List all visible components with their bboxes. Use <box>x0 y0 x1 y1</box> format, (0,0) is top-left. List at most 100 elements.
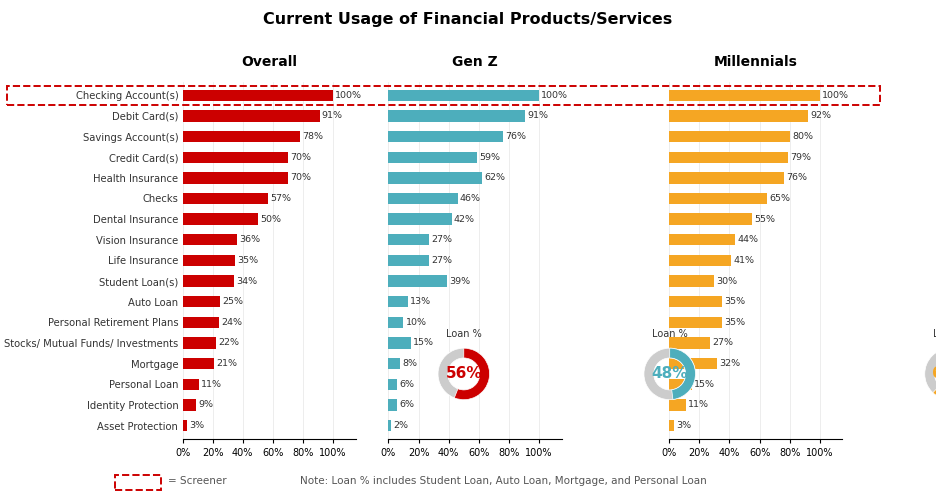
Text: 76%: 76% <box>505 132 526 141</box>
Text: 15%: 15% <box>414 338 434 348</box>
Text: 56%: 56% <box>446 367 482 381</box>
Bar <box>388 399 398 411</box>
Text: 100%: 100% <box>822 91 849 100</box>
Bar <box>388 110 525 122</box>
Bar <box>388 90 539 101</box>
Bar <box>183 275 234 287</box>
Text: 6%: 6% <box>400 380 415 389</box>
Bar <box>183 131 300 142</box>
Bar <box>388 420 391 431</box>
Text: 34%: 34% <box>236 277 257 286</box>
Text: 3%: 3% <box>676 421 691 430</box>
Bar <box>669 193 768 204</box>
Bar <box>183 110 319 122</box>
Text: 79%: 79% <box>790 153 812 162</box>
Text: 39%: 39% <box>449 277 471 286</box>
Bar <box>388 172 482 184</box>
Text: 46%: 46% <box>460 194 481 203</box>
Bar <box>183 399 196 411</box>
Text: 41%: 41% <box>733 256 754 265</box>
Text: 44%: 44% <box>738 235 759 244</box>
Bar <box>183 358 214 370</box>
Bar <box>388 234 429 246</box>
Bar <box>183 90 333 101</box>
Text: Loan %: Loan % <box>446 329 482 339</box>
Text: 42%: 42% <box>454 215 475 224</box>
Text: Current Usage of Financial Products/Services: Current Usage of Financial Products/Serv… <box>263 12 673 27</box>
Bar <box>388 296 408 308</box>
Text: Loan %: Loan % <box>932 329 936 339</box>
Bar <box>183 234 237 246</box>
Text: 22%: 22% <box>218 338 239 348</box>
Text: Gen Z: Gen Z <box>452 55 498 69</box>
Text: 35%: 35% <box>724 297 745 306</box>
Bar <box>183 378 199 390</box>
Text: 36%: 36% <box>239 235 260 244</box>
Text: 48%: 48% <box>651 367 688 381</box>
Text: 8%: 8% <box>402 359 417 368</box>
Bar <box>669 131 790 142</box>
Bar <box>388 337 411 349</box>
Bar <box>183 296 220 308</box>
Text: 65%: 65% <box>769 194 790 203</box>
Bar <box>669 378 692 390</box>
Bar <box>669 337 709 349</box>
Bar <box>669 358 717 370</box>
Wedge shape <box>454 348 490 400</box>
Text: 57%: 57% <box>271 194 292 203</box>
Bar <box>183 337 215 349</box>
Bar <box>388 316 403 328</box>
Text: 91%: 91% <box>322 112 343 121</box>
Text: 78%: 78% <box>302 132 323 141</box>
Text: 6%: 6% <box>400 400 415 409</box>
Text: 50%: 50% <box>260 215 281 224</box>
Bar <box>669 275 714 287</box>
Text: 35%: 35% <box>238 256 258 265</box>
Bar <box>388 151 477 163</box>
Text: 3%: 3% <box>189 421 204 430</box>
Bar <box>669 296 722 308</box>
Text: 11%: 11% <box>201 380 223 389</box>
Bar <box>669 420 674 431</box>
Bar <box>388 255 429 266</box>
Bar <box>388 131 503 142</box>
Bar <box>388 358 401 370</box>
Bar <box>388 193 458 204</box>
Text: 15%: 15% <box>695 380 715 389</box>
Bar <box>388 275 447 287</box>
Text: Loan %: Loan % <box>651 329 688 339</box>
Bar <box>183 213 257 225</box>
Bar <box>669 90 820 101</box>
Text: 21%: 21% <box>216 359 238 368</box>
Bar <box>669 316 722 328</box>
Text: 100%: 100% <box>335 91 362 100</box>
Text: 27%: 27% <box>431 256 452 265</box>
Text: 59%: 59% <box>479 153 501 162</box>
Bar <box>669 213 752 225</box>
Wedge shape <box>644 348 695 400</box>
Text: 10%: 10% <box>406 318 427 327</box>
Text: Millennials: Millennials <box>714 55 797 69</box>
Text: 9%: 9% <box>198 400 213 409</box>
Text: 30%: 30% <box>717 277 738 286</box>
Bar <box>183 151 288 163</box>
Text: 100%: 100% <box>541 91 568 100</box>
Text: 25%: 25% <box>223 297 243 306</box>
Bar <box>183 193 269 204</box>
Text: 70%: 70% <box>290 153 311 162</box>
Bar <box>669 399 686 411</box>
Text: 27%: 27% <box>712 338 733 348</box>
Bar <box>669 255 731 266</box>
Wedge shape <box>933 348 936 400</box>
Text: 62%: 62% <box>932 367 936 381</box>
Text: 11%: 11% <box>688 400 709 409</box>
Text: 24%: 24% <box>221 318 241 327</box>
Text: 2%: 2% <box>394 421 409 430</box>
Bar <box>669 151 788 163</box>
Text: Note: Loan % includes Student Loan, Auto Loan, Mortgage, and Personal Loan: Note: Loan % includes Student Loan, Auto… <box>300 476 707 486</box>
Text: 80%: 80% <box>792 132 813 141</box>
Bar <box>183 172 288 184</box>
Bar <box>183 420 187 431</box>
Text: 91%: 91% <box>528 112 548 121</box>
Wedge shape <box>925 348 936 400</box>
